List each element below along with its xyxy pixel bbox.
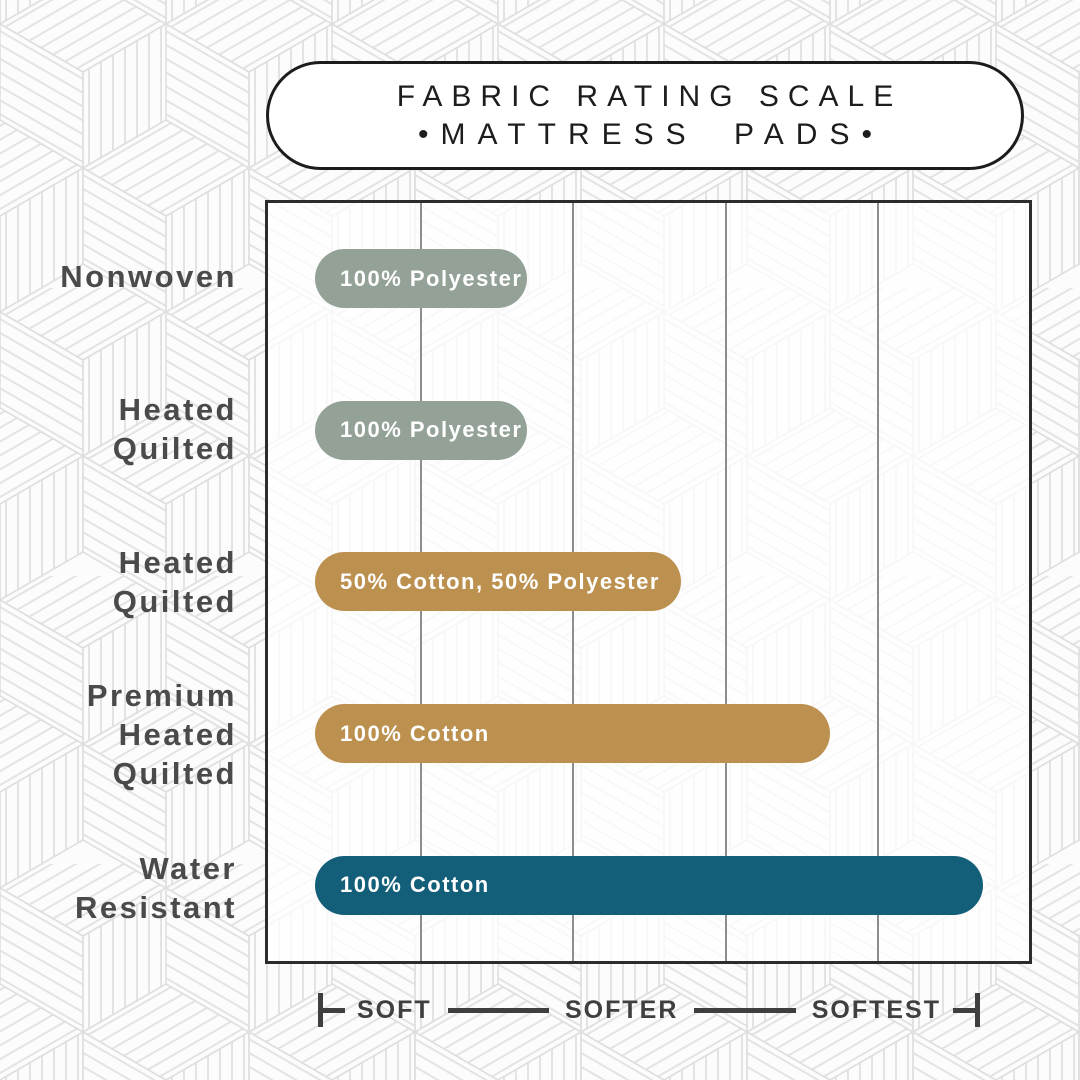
bar-value-label: 100% Cotton	[340, 720, 490, 746]
bar-value-label: 100% Cotton	[340, 872, 490, 898]
title-badge: FABRIC RATING SCALE •MATTRESS PADS•	[266, 61, 1024, 170]
axis-label-softer: SOFTER	[564, 995, 679, 1024]
bar-heated-quilted: 100% Polyester	[315, 400, 527, 460]
category-label-premium-heated-quilted: Premium Heated Quilted	[86, 678, 237, 792]
gridline	[876, 203, 879, 961]
chart-plot-area: 100% Polyester 100% Polyester 50% Cotton…	[265, 200, 1032, 964]
bar-row: 50% Cotton, 50% Polyester	[268, 506, 1029, 658]
category-label-column: Nonwoven Heated Quilted Heated Quilted P…	[0, 200, 265, 964]
bar-water-resistant: 100% Cotton	[315, 855, 983, 915]
bar-value-label: 100% Polyester	[340, 265, 523, 291]
bar-nonwoven: 100% Polyester	[315, 249, 527, 309]
bar-row: 100% Cotton	[268, 809, 1029, 961]
category-label-water-resistant: Water Resistant	[74, 850, 237, 925]
chart-subtitle: •MATTRESS PADS•	[418, 117, 884, 151]
bar-heated-quilted-2: 50% Cotton, 50% Polyester	[315, 552, 681, 612]
axis-start-cap	[318, 993, 323, 1027]
bar-value-label: 50% Cotton, 50% Polyester	[340, 568, 660, 594]
bar-row: 100% Polyester	[268, 355, 1029, 507]
bar-row: 100% Polyester	[268, 203, 1029, 355]
gridline	[724, 203, 727, 961]
bar-rows: 100% Polyester 100% Polyester 50% Cotton…	[268, 203, 1029, 961]
category-label-heated-quilted: Heated Quilted	[112, 392, 237, 467]
axis-line-segment	[447, 1007, 549, 1013]
bar-value-label: 100% Polyester	[340, 417, 523, 443]
axis-end-stub	[953, 1007, 975, 1013]
axis-label-soft: SOFT	[357, 995, 432, 1024]
x-axis: SOFT SOFTER SOFTEST	[318, 986, 980, 1034]
category-label-nonwoven: Nonwoven	[60, 258, 237, 294]
axis-start-stub	[323, 1007, 345, 1013]
axis-line-segment	[694, 1007, 796, 1013]
axis-end-cap	[975, 993, 980, 1027]
category-label-heated-quilted-2: Heated Quilted	[112, 544, 237, 619]
bar-row: 100% Cotton	[268, 658, 1029, 810]
chart-title: FABRIC RATING SCALE	[396, 79, 903, 113]
axis-label-softest: SOFTEST	[811, 995, 941, 1024]
bar-premium-heated-quilted: 100% Cotton	[315, 704, 830, 764]
